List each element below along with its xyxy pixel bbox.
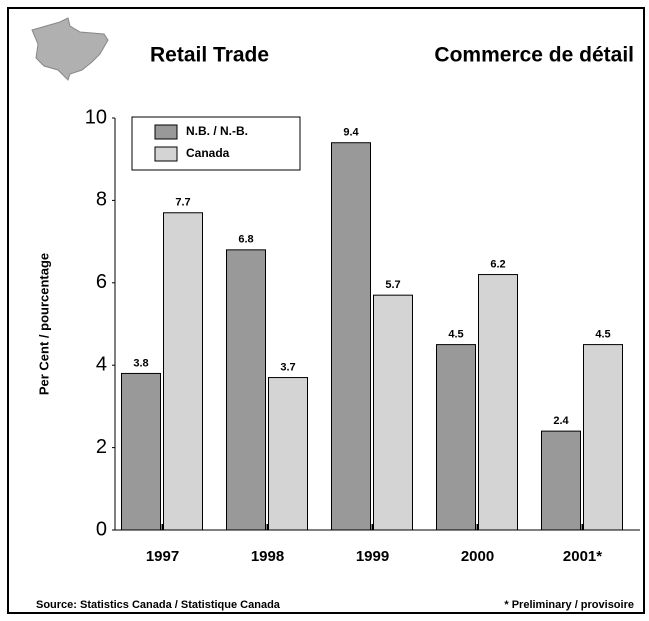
bar: [583, 344, 623, 531]
value-label: 4.5: [448, 329, 463, 341]
bar: [163, 212, 203, 531]
bar: [331, 142, 371, 531]
legend-swatch: [154, 146, 178, 162]
legend-label: N.B. / N.-B.: [186, 124, 248, 138]
source: Source: Statistics Canada / Statistique …: [36, 599, 281, 611]
x-tick-label: 1997: [146, 548, 179, 565]
chart-title: Retail Trade: [150, 44, 269, 67]
bar: [373, 294, 413, 531]
x-tick-label: 2001*: [563, 548, 602, 565]
y-tick-label: 8: [96, 189, 107, 211]
chart-subtitle: Commerce de détail: [434, 44, 634, 67]
bar: [121, 372, 161, 531]
value-label: 4.5: [595, 329, 610, 341]
bar: [268, 377, 308, 531]
value-label: 6.2: [490, 258, 505, 270]
bar: [478, 274, 518, 531]
y-tick-label: 6: [96, 271, 107, 293]
value-label: 6.8: [238, 234, 253, 246]
y-axis-label: Per Cent / pourcentage: [36, 253, 51, 395]
value-label: 3.7: [280, 361, 295, 373]
value-label: 2.4: [553, 415, 569, 427]
value-label: 7.7: [175, 197, 190, 209]
bar: [436, 344, 476, 531]
y-tick-label: 10: [85, 106, 107, 128]
frame: [7, 7, 645, 614]
value-label: 3.8: [133, 357, 148, 369]
legend-swatch: [154, 124, 178, 140]
x-tick-label: 1998: [251, 548, 284, 565]
legend-label: Canada: [186, 146, 230, 160]
x-tick-label: 1999: [356, 548, 389, 565]
note: * Preliminary / provisoire: [504, 599, 634, 611]
y-tick-label: 2: [96, 436, 107, 458]
map-icon: [31, 17, 109, 81]
y-tick-label: 4: [96, 353, 107, 375]
bar: [226, 249, 266, 531]
value-label: 9.4: [343, 127, 359, 139]
x-tick-label: 2000: [461, 548, 494, 565]
y-tick-label: 0: [96, 518, 107, 540]
bar: [541, 430, 581, 531]
value-label: 5.7: [385, 279, 400, 291]
